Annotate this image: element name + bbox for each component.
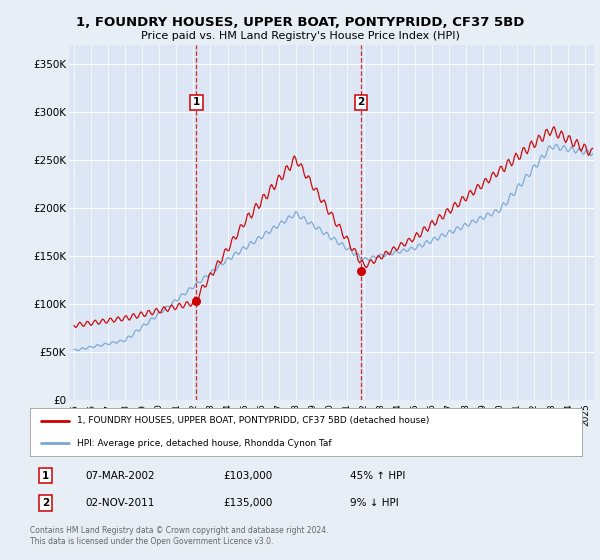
Text: 9% ↓ HPI: 9% ↓ HPI (350, 498, 399, 508)
Text: 2: 2 (42, 498, 49, 508)
Text: 1: 1 (193, 97, 200, 108)
Text: 1: 1 (42, 470, 49, 480)
Text: 07-MAR-2002: 07-MAR-2002 (85, 470, 155, 480)
Text: Contains HM Land Registry data © Crown copyright and database right 2024.
This d: Contains HM Land Registry data © Crown c… (30, 526, 329, 546)
Text: 1, FOUNDRY HOUSES, UPPER BOAT, PONTYPRIDD, CF37 5BD: 1, FOUNDRY HOUSES, UPPER BOAT, PONTYPRID… (76, 16, 524, 29)
Text: Price paid vs. HM Land Registry's House Price Index (HPI): Price paid vs. HM Land Registry's House … (140, 31, 460, 41)
Text: 1, FOUNDRY HOUSES, UPPER BOAT, PONTYPRIDD, CF37 5BD (detached house): 1, FOUNDRY HOUSES, UPPER BOAT, PONTYPRID… (77, 416, 429, 426)
Text: £135,000: £135,000 (223, 498, 272, 508)
Text: HPI: Average price, detached house, Rhondda Cynon Taf: HPI: Average price, detached house, Rhon… (77, 438, 332, 448)
Text: 2: 2 (358, 97, 365, 108)
Text: £103,000: £103,000 (223, 470, 272, 480)
Text: 45% ↑ HPI: 45% ↑ HPI (350, 470, 406, 480)
Text: 02-NOV-2011: 02-NOV-2011 (85, 498, 155, 508)
